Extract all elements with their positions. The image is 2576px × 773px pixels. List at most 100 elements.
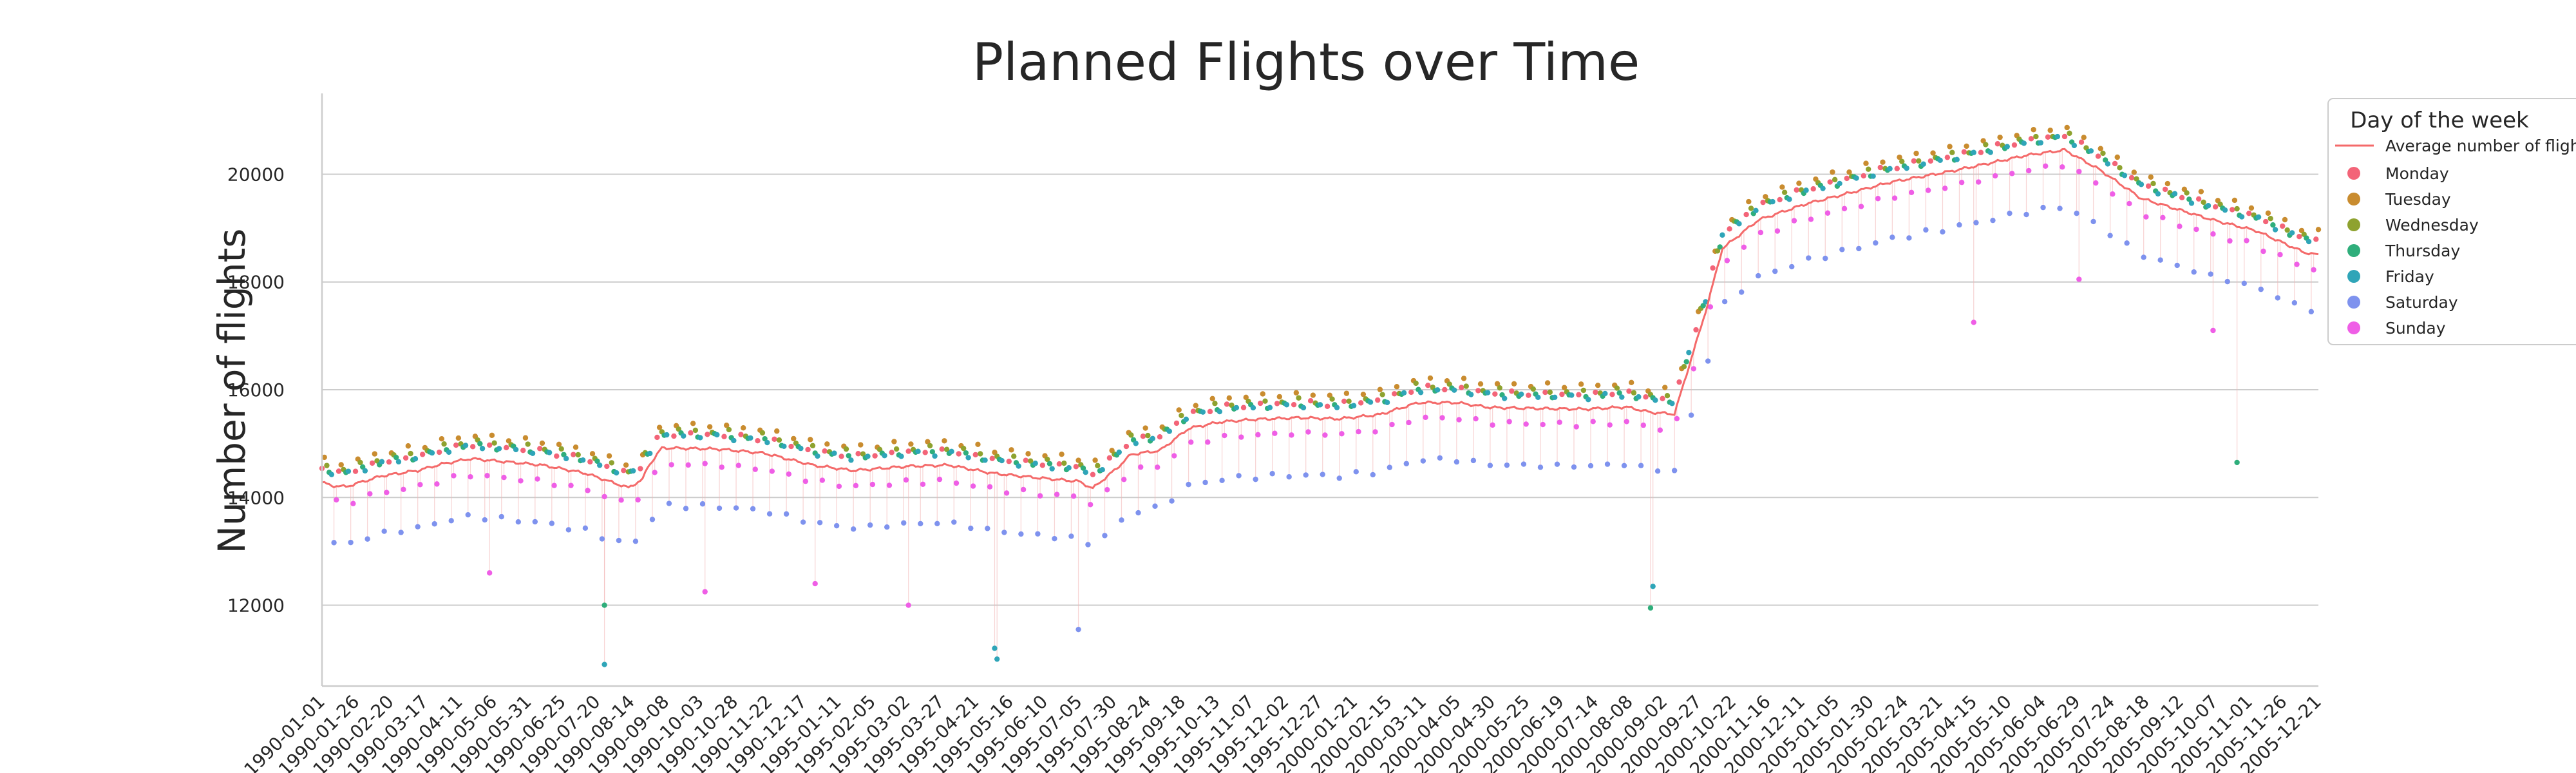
point-wednesday <box>1413 380 1419 386</box>
point-wednesday <box>977 451 983 457</box>
point-friday <box>865 453 871 459</box>
point-saturday <box>666 501 672 506</box>
point-saturday <box>1839 247 1845 253</box>
point-saturday <box>1269 471 1275 477</box>
point-monday <box>419 452 426 457</box>
point-friday <box>2188 200 2195 206</box>
point-saturday <box>2040 204 2046 211</box>
point-wednesday <box>1061 460 1067 466</box>
point-wednesday <box>1949 149 1955 155</box>
point-monday <box>1944 155 1951 160</box>
point-monday <box>1710 265 1716 271</box>
point-sunday <box>903 477 909 483</box>
point-friday <box>529 450 536 456</box>
point-thursday <box>929 449 936 455</box>
legend-marker-tuesday <box>2347 193 2360 205</box>
point-monday <box>520 447 526 453</box>
point-sunday <box>484 473 490 479</box>
point-saturday <box>1169 498 1175 504</box>
point-tuesday <box>791 435 797 442</box>
point-friday <box>1468 392 1474 397</box>
point-wednesday <box>1832 177 1838 183</box>
point-saturday <box>1001 530 1007 535</box>
point-monday <box>939 446 945 452</box>
point-friday <box>2088 148 2094 154</box>
point-sunday <box>2143 214 2149 220</box>
point-saturday <box>1303 472 1309 478</box>
point-tuesday <box>2098 146 2103 151</box>
point-tuesday <box>1360 391 1367 397</box>
outlier-point <box>812 580 818 587</box>
point-wednesday <box>324 463 330 468</box>
point-saturday <box>1956 222 1962 228</box>
point-friday <box>697 435 703 441</box>
point-wednesday <box>1916 158 1922 164</box>
point-tuesday <box>1260 391 1265 397</box>
point-friday <box>1417 390 1424 396</box>
point-saturday <box>1119 517 1124 523</box>
point-thursday <box>1046 461 1053 467</box>
point-sunday <box>1188 439 1194 445</box>
point-friday <box>1619 394 1625 400</box>
point-monday <box>587 459 593 465</box>
point-saturday <box>465 511 471 518</box>
point-sunday <box>2076 169 2082 175</box>
point-monday <box>1157 434 1163 440</box>
point-sunday <box>551 482 557 488</box>
point-sunday <box>1155 464 1160 470</box>
point-friday <box>546 450 553 455</box>
point-monday <box>738 432 744 437</box>
point-tuesday <box>1578 381 1584 387</box>
point-tuesday <box>506 438 512 444</box>
point-monday <box>2229 207 2235 213</box>
legend-label-friday: Friday <box>2385 267 2434 286</box>
point-monday <box>922 450 928 455</box>
legend-title: Day of the week <box>2350 108 2529 133</box>
point-friday <box>932 453 938 459</box>
point-sunday <box>2193 226 2199 233</box>
point-monday <box>2078 139 2085 145</box>
point-saturday <box>1186 481 1191 488</box>
data-points <box>319 124 2322 667</box>
point-monday <box>1240 405 1247 410</box>
point-sunday <box>1238 434 1244 440</box>
point-sunday <box>2110 191 2116 197</box>
point-sunday <box>1054 491 1060 497</box>
point-friday <box>2138 182 2145 187</box>
point-sunday <box>1557 419 1562 425</box>
point-friday <box>1586 397 1591 403</box>
point-sunday <box>668 462 674 468</box>
point-saturday <box>934 520 940 527</box>
point-wednesday <box>2117 165 2123 171</box>
y-tick-labels: 12000 14000 16000 18000 20000 <box>227 164 285 616</box>
point-sunday <box>920 481 926 487</box>
point-tuesday <box>1930 150 1936 156</box>
point-friday <box>2172 191 2178 196</box>
point-monday <box>1576 392 1582 397</box>
legend-label-saturday: Saturday <box>2385 293 2458 312</box>
point-tuesday <box>2265 210 2271 216</box>
point-friday <box>1183 416 1189 423</box>
point-wednesday <box>1631 390 1637 396</box>
point-friday <box>1770 198 1776 205</box>
point-monday <box>671 433 677 439</box>
point-tuesday <box>2081 135 2087 140</box>
outlier-point <box>2234 459 2240 466</box>
point-tuesday <box>1913 150 1919 157</box>
point-tuesday <box>489 432 495 438</box>
point-wednesday <box>2268 216 2273 222</box>
point-thursday <box>594 458 600 464</box>
point-friday <box>1133 441 1139 446</box>
point-saturday <box>1253 476 1258 482</box>
point-sunday <box>1925 187 1931 193</box>
point-saturday <box>850 526 857 532</box>
point-tuesday <box>439 435 445 442</box>
point-saturday <box>1823 255 1828 262</box>
point-saturday <box>1990 217 1996 224</box>
point-tuesday <box>405 443 412 449</box>
point-sunday <box>1993 173 1998 179</box>
point-thursday <box>561 452 567 457</box>
legend-marker-saturday <box>2347 296 2360 309</box>
point-saturday <box>1370 472 1376 478</box>
point-sunday <box>1289 432 1294 438</box>
